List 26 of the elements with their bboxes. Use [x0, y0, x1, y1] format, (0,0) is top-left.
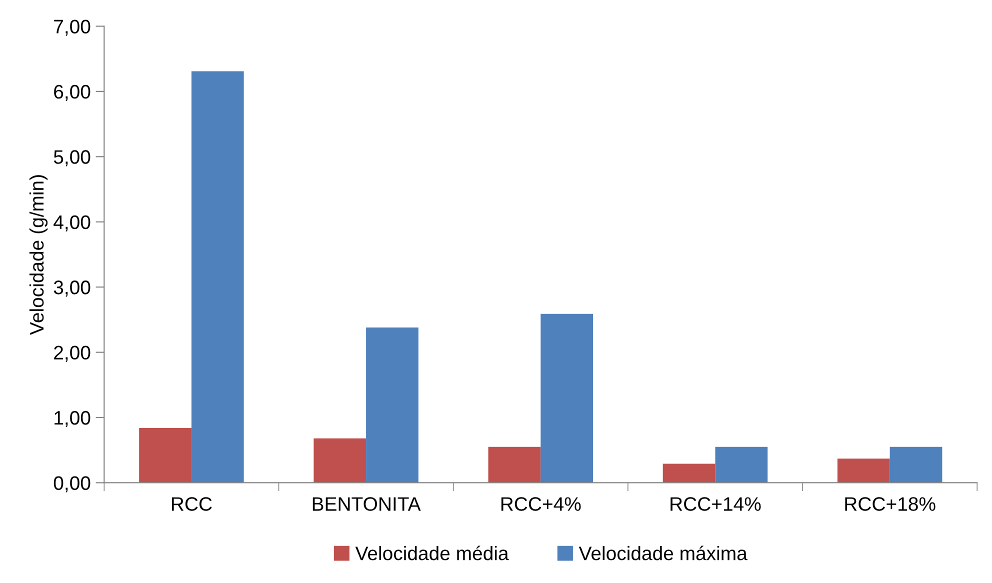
bar — [715, 446, 768, 483]
legend-label: Velocidade máxima — [578, 546, 748, 560]
y-tick-label: 6,00 — [54, 84, 90, 101]
bar — [314, 438, 366, 483]
x-tick-label: RCC+14% — [670, 497, 761, 511]
y-tick-label: 4,00 — [54, 215, 90, 232]
y-tick-label: 1,00 — [54, 410, 90, 428]
bar — [488, 446, 541, 483]
bar — [837, 458, 890, 483]
x-tick-label: RCC+18% — [845, 497, 936, 511]
y-tick-label: 7,00 — [54, 20, 90, 36]
bar — [890, 446, 942, 483]
bar — [139, 428, 192, 483]
bar — [662, 464, 716, 483]
legend-label: Velocidade média — [355, 546, 509, 560]
x-tick-label: BENTONITA — [312, 497, 421, 511]
y-tick-label: 5,00 — [54, 150, 90, 166]
bar — [540, 314, 594, 483]
x-tick-label: RCC+4% — [501, 497, 581, 511]
x-tick-label: RCC — [172, 497, 212, 511]
y-tick-label: 3,00 — [54, 280, 90, 297]
y-tick-label: 2,00 — [54, 346, 90, 362]
bar — [191, 71, 244, 483]
y-axis-title: Velocidade (g/min) — [29, 175, 48, 335]
bar — [366, 328, 418, 483]
y-tick-label: 0,00 — [54, 476, 90, 492]
